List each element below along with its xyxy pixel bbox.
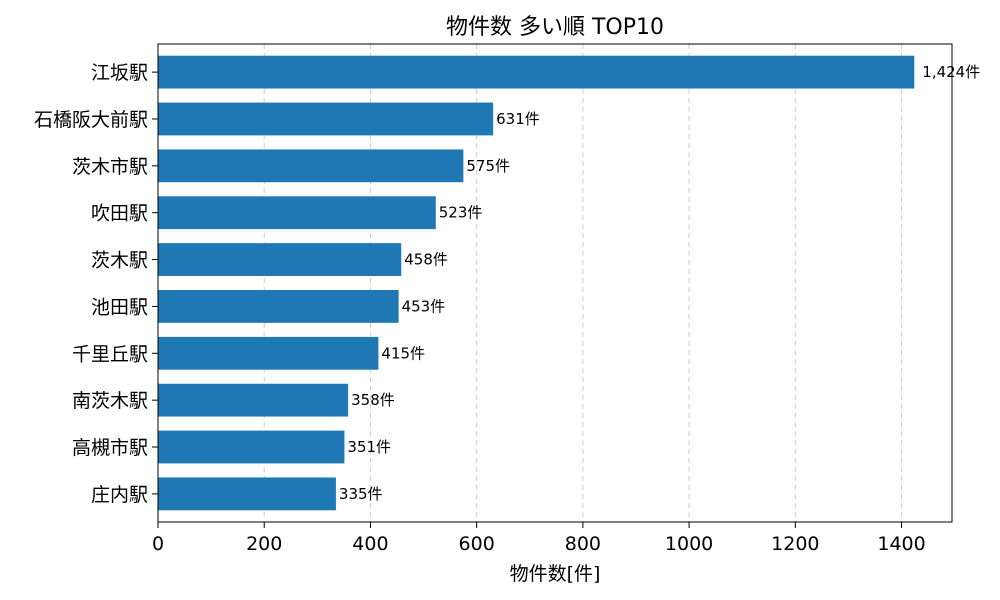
chart-title: 物件数 多い順 TOP10 bbox=[446, 15, 664, 40]
data-label: 1,424件 bbox=[922, 63, 980, 81]
bar bbox=[158, 102, 494, 136]
plot-frame bbox=[157, 43, 953, 523]
x-tick-label: 1000 bbox=[665, 533, 713, 555]
x-axis-label: 物件数[件] bbox=[510, 563, 601, 585]
x-tick-label: 400 bbox=[352, 533, 388, 555]
category-label: 南茨木駅 bbox=[72, 390, 148, 412]
x-tick-label: 800 bbox=[565, 533, 601, 555]
data-labels: 1,424件 631件 575件 523件 458件 453件 415件 358件 351件 33… bbox=[339, 63, 980, 503]
data-label: 458件 bbox=[404, 251, 448, 269]
category-label: 石橋阪大前駅 bbox=[34, 109, 148, 131]
category-label: 高槻市駅 bbox=[72, 437, 148, 459]
x-tick-label: 1400 bbox=[877, 533, 925, 555]
bar bbox=[158, 243, 402, 276]
data-label: 335件 bbox=[339, 485, 383, 503]
x-tick-label: 200 bbox=[246, 533, 282, 555]
bar bbox=[158, 55, 915, 89]
bar bbox=[158, 383, 349, 417]
bar bbox=[158, 477, 336, 511]
data-label: 523件 bbox=[439, 204, 483, 222]
category-label: 池田駅 bbox=[91, 296, 148, 318]
bar bbox=[158, 290, 399, 323]
category-label: 江坂駅 bbox=[91, 62, 148, 84]
x-tick-label: 1200 bbox=[771, 533, 819, 555]
data-label: 358件 bbox=[351, 391, 395, 409]
data-label: 415件 bbox=[381, 344, 425, 362]
data-label: 575件 bbox=[466, 157, 510, 175]
bars bbox=[158, 55, 915, 511]
bar bbox=[158, 149, 464, 183]
data-label: 453件 bbox=[402, 297, 446, 315]
bar bbox=[158, 336, 379, 370]
category-label: 茨木市駅 bbox=[72, 156, 148, 178]
x-axis: 0 200 400 600 800 1000 1200 1400 bbox=[152, 522, 926, 555]
x-tick-label: 0 bbox=[152, 533, 164, 555]
category-label: 茨木駅 bbox=[91, 250, 148, 272]
data-label: 631件 bbox=[496, 110, 540, 128]
category-label: 庄内駅 bbox=[91, 484, 148, 506]
bar bbox=[158, 196, 436, 230]
x-tick-label: 600 bbox=[459, 533, 495, 555]
category-label: 千里丘駅 bbox=[72, 343, 148, 365]
category-label: 吹田駅 bbox=[91, 203, 148, 225]
bar bbox=[158, 430, 345, 464]
data-label: 351件 bbox=[347, 438, 391, 456]
